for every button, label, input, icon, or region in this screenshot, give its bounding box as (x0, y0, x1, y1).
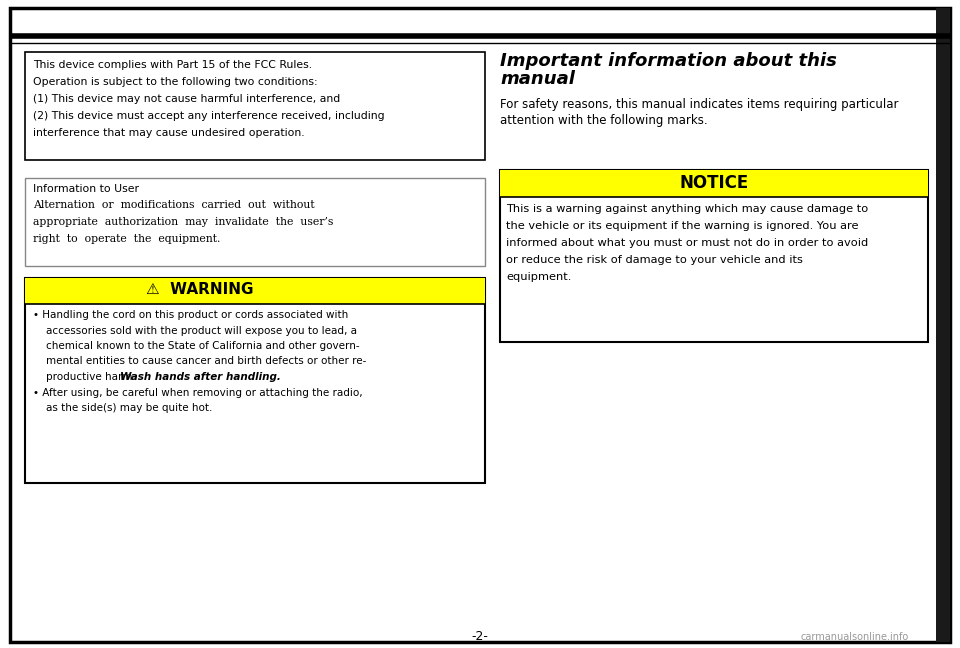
Text: manual: manual (500, 70, 575, 88)
Text: chemical known to the State of California and other govern-: chemical known to the State of Californi… (33, 341, 360, 351)
Text: carmanualsonline.info: carmanualsonline.info (801, 632, 909, 642)
Text: Alternation  or  modifications  carried  out  without: Alternation or modifications carried out… (33, 200, 315, 210)
Text: or reduce the risk of damage to your vehicle and its: or reduce the risk of damage to your veh… (506, 255, 803, 265)
Bar (25, 52, 485, 160)
Text: productive harm.: productive harm. (33, 372, 139, 382)
Text: (1) This device may not cause harmful interference, and: (1) This device may not cause harmful in… (33, 94, 340, 104)
Text: interference that may cause undesired operation.: interference that may cause undesired op… (33, 128, 304, 138)
Bar (500, 170, 928, 197)
Text: This device complies with Part 15 of the FCC Rules.: This device complies with Part 15 of the… (33, 60, 312, 70)
Text: Important information about this: Important information about this (500, 52, 837, 70)
Text: appropriate  authorization  may  invalidate  the  user’s: appropriate authorization may invalidate… (33, 217, 333, 227)
Text: accessories sold with the product will expose you to lead, a: accessories sold with the product will e… (33, 325, 357, 336)
Text: This is a warning against anything which may cause damage to: This is a warning against anything which… (506, 204, 868, 214)
Bar (500, 170, 928, 342)
Text: • Handling the cord on this product or cords associated with: • Handling the cord on this product or c… (33, 310, 348, 320)
Text: Operation is subject to the following two conditions:: Operation is subject to the following tw… (33, 77, 318, 87)
Text: Information to User: Information to User (33, 184, 139, 194)
Text: Wash hands after handling.: Wash hands after handling. (120, 372, 281, 382)
Text: as the side(s) may be quite hot.: as the side(s) may be quite hot. (33, 403, 212, 413)
Text: ⚠  WARNING: ⚠ WARNING (146, 282, 253, 297)
Bar (25, 178, 485, 266)
Text: For safety reasons, this manual indicates items requiring particular: For safety reasons, this manual indicate… (500, 98, 899, 111)
Text: mental entities to cause cancer and birth defects or other re-: mental entities to cause cancer and birt… (33, 356, 367, 367)
Text: • After using, be careful when removing or attaching the radio,: • After using, be careful when removing … (33, 388, 363, 397)
Text: right  to  operate  the  equipment.: right to operate the equipment. (33, 234, 221, 244)
Text: equipment.: equipment. (506, 272, 571, 282)
Bar (25, 278, 485, 483)
Bar (25, 278, 485, 304)
Text: informed about what you must or must not do in order to avoid: informed about what you must or must not… (506, 238, 868, 248)
Text: NOTICE: NOTICE (680, 174, 749, 192)
Text: the vehicle or its equipment if the warning is ignored. You are: the vehicle or its equipment if the warn… (506, 221, 858, 231)
Bar (936, 8, 950, 642)
Text: -2-: -2- (471, 630, 489, 643)
Text: (2) This device must accept any interference received, including: (2) This device must accept any interfer… (33, 111, 385, 121)
Text: attention with the following marks.: attention with the following marks. (500, 114, 708, 127)
